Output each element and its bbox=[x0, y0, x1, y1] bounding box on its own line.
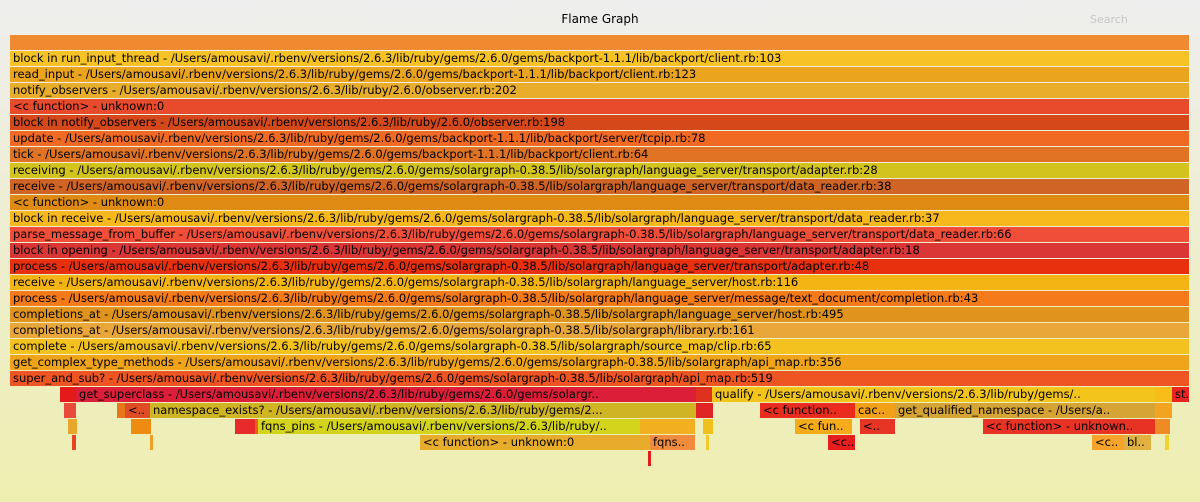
flame-frame[interactable]: <c function> - unknown.. bbox=[983, 419, 1155, 434]
flame-frame[interactable]: update - /Users/amousavi/.rbenv/versions… bbox=[10, 131, 1189, 146]
flame-frame[interactable]: block in run_input_thread - /Users/amous… bbox=[10, 51, 1189, 66]
page-title: Flame Graph bbox=[561, 12, 639, 26]
flame-frame[interactable] bbox=[10, 35, 1189, 50]
flame-frame[interactable] bbox=[1155, 403, 1172, 418]
flame-frame[interactable]: block in opening - /Users/amousavi/.rben… bbox=[10, 243, 1189, 258]
flame-frame[interactable]: notify_observers - /Users/amousavi/.rben… bbox=[10, 83, 1189, 98]
flame-frame[interactable]: qualify - /Users/amousavi/.rbenv/version… bbox=[712, 387, 1172, 402]
flame-frame[interactable]: <c.. bbox=[828, 435, 855, 450]
flame-frame[interactable]: <c fun.. bbox=[795, 419, 852, 434]
flame-frame[interactable]: <c.. bbox=[1092, 435, 1124, 450]
search-button[interactable]: Search bbox=[1090, 13, 1128, 26]
flame-frame[interactable]: fqns_pins - /Users/amousavi/.rbenv/versi… bbox=[258, 419, 640, 434]
flame-frame[interactable] bbox=[1155, 387, 1171, 402]
flame-frame[interactable] bbox=[703, 419, 713, 434]
flame-frame[interactable]: super_and_sub? - /Users/amousavi/.rbenv/… bbox=[10, 371, 1189, 386]
flame-frame[interactable]: completions_at - /Users/amousavi/.rbenv/… bbox=[10, 323, 1189, 338]
flame-frame[interactable] bbox=[68, 419, 77, 434]
flame-frame[interactable]: namespace_exists? - /Users/amousavi/.rbe… bbox=[150, 403, 696, 418]
flame-frame[interactable]: receiving - /Users/amousavi/.rbenv/versi… bbox=[10, 163, 1189, 178]
flame-frame[interactable]: get_qualified_namespace - /Users/a.. bbox=[895, 403, 1155, 418]
flame-frame[interactable] bbox=[640, 419, 695, 434]
flame-frame[interactable]: cac.. bbox=[855, 403, 895, 418]
flame-frame[interactable]: read_input - /Users/amousavi/.rbenv/vers… bbox=[10, 67, 1189, 82]
flame-frame[interactable]: block in notify_observers - /Users/amous… bbox=[10, 115, 1189, 130]
flame-frame[interactable]: <c function> - unknown:0 bbox=[10, 99, 1189, 114]
flame-frame[interactable]: complete - /Users/amousavi/.rbenv/versio… bbox=[10, 339, 1189, 354]
flame-frame[interactable]: st.. bbox=[1172, 387, 1189, 402]
flame-frame[interactable]: <.. bbox=[860, 419, 895, 434]
flame-frame[interactable] bbox=[1165, 435, 1169, 450]
flame-frame[interactable] bbox=[255, 419, 258, 434]
flame-frame[interactable] bbox=[64, 403, 76, 418]
flame-frame[interactable] bbox=[706, 435, 709, 450]
flame-frame[interactable]: get_complex_type_methods - /Users/amousa… bbox=[10, 355, 1189, 370]
flame-frame[interactable]: fqns.. bbox=[650, 435, 695, 450]
flame-frame[interactable] bbox=[60, 387, 76, 402]
flame-frame[interactable]: receive - /Users/amousavi/.rbenv/version… bbox=[10, 179, 1189, 194]
flame-frame[interactable] bbox=[150, 435, 153, 450]
flame-frame[interactable]: parse_message_from_buffer - /Users/amous… bbox=[10, 227, 1189, 242]
flame-frame[interactable]: block in receive - /Users/amousavi/.rben… bbox=[10, 211, 1189, 226]
flame-frame[interactable]: process - /Users/amousavi/.rbenv/version… bbox=[10, 259, 1189, 274]
flame-frame[interactable] bbox=[131, 419, 151, 434]
flame-frame[interactable] bbox=[235, 419, 255, 434]
flame-frame[interactable]: <c function.. bbox=[760, 403, 855, 418]
flame-frame[interactable]: process - /Users/amousavi/.rbenv/version… bbox=[10, 291, 1189, 306]
flame-frame[interactable] bbox=[117, 403, 125, 418]
flame-frame[interactable] bbox=[72, 435, 76, 450]
flame-frame[interactable]: <c function> - unknown:0 bbox=[420, 435, 650, 450]
flame-frame[interactable]: <.. bbox=[125, 403, 150, 418]
flame-frame[interactable]: completions_at - /Users/amousavi/.rbenv/… bbox=[10, 307, 1189, 322]
flame-frame[interactable]: receive - /Users/amousavi/.rbenv/version… bbox=[10, 275, 1189, 290]
flame-frame[interactable] bbox=[648, 451, 651, 466]
flame-frame[interactable]: tick - /Users/amousavi/.rbenv/versions/2… bbox=[10, 147, 1189, 162]
flame-frame[interactable] bbox=[1155, 419, 1170, 434]
flame-frame[interactable]: <c function> - unknown:0 bbox=[10, 195, 1189, 210]
flame-frame[interactable] bbox=[696, 403, 713, 418]
flame-frame[interactable]: bl.. bbox=[1124, 435, 1151, 450]
flame-frame[interactable]: get_superclass - /Users/amousavi/.rbenv/… bbox=[76, 387, 713, 402]
flame-frame[interactable] bbox=[696, 387, 712, 402]
